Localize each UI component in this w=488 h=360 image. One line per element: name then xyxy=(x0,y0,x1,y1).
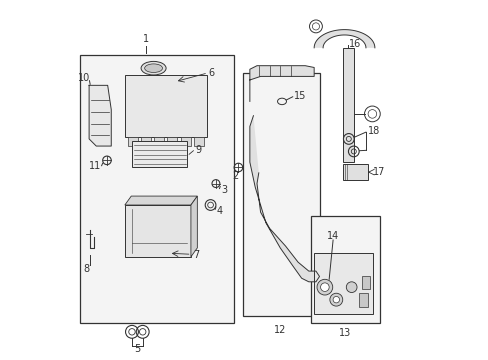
Text: 1: 1 xyxy=(143,33,149,44)
Polygon shape xyxy=(89,85,111,146)
Text: 17: 17 xyxy=(372,167,385,177)
Polygon shape xyxy=(249,116,319,282)
Bar xyxy=(154,137,164,146)
Text: 16: 16 xyxy=(348,39,361,49)
Bar xyxy=(141,137,151,146)
Ellipse shape xyxy=(144,64,162,72)
Text: 14: 14 xyxy=(326,231,339,242)
Circle shape xyxy=(329,293,342,306)
Bar xyxy=(358,293,367,307)
Bar xyxy=(124,75,206,137)
Polygon shape xyxy=(313,30,374,48)
Circle shape xyxy=(332,296,339,303)
Circle shape xyxy=(320,283,328,292)
Bar xyxy=(242,73,319,316)
Text: 15: 15 xyxy=(293,91,305,101)
Text: 6: 6 xyxy=(208,68,214,78)
Circle shape xyxy=(346,282,356,293)
Text: 9: 9 xyxy=(195,145,201,155)
Circle shape xyxy=(316,279,332,295)
Bar xyxy=(342,48,353,162)
Text: 18: 18 xyxy=(367,126,379,136)
Bar xyxy=(313,253,372,314)
Bar xyxy=(342,164,367,180)
Bar xyxy=(80,55,233,323)
Text: 11: 11 xyxy=(89,161,101,171)
Bar xyxy=(193,137,203,146)
Polygon shape xyxy=(124,196,197,205)
Bar xyxy=(127,137,138,146)
Text: 4: 4 xyxy=(217,206,223,216)
Text: 13: 13 xyxy=(338,328,351,338)
Bar xyxy=(167,137,177,146)
Polygon shape xyxy=(190,196,197,257)
Ellipse shape xyxy=(141,62,166,75)
Text: 10: 10 xyxy=(78,73,90,83)
Text: 5: 5 xyxy=(134,343,140,354)
Polygon shape xyxy=(249,66,313,102)
Bar xyxy=(132,141,187,167)
Bar xyxy=(310,216,380,323)
Bar xyxy=(180,137,190,146)
Text: 2: 2 xyxy=(232,171,238,181)
Text: 12: 12 xyxy=(273,325,286,335)
Bar xyxy=(362,276,369,289)
Text: 7: 7 xyxy=(192,250,199,260)
Bar xyxy=(124,205,190,257)
Text: 3: 3 xyxy=(221,185,227,195)
Text: 8: 8 xyxy=(83,264,89,274)
